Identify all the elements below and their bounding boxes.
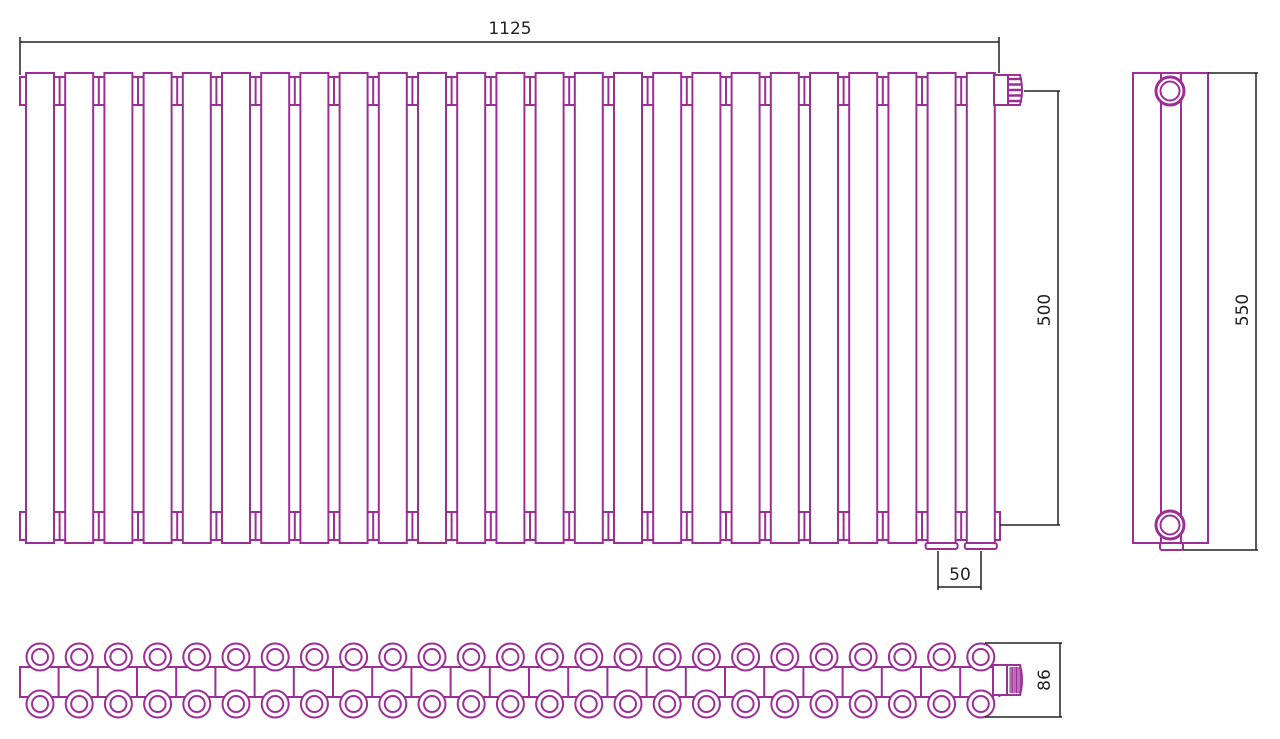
top-tube-inner — [70, 648, 89, 666]
top-tube-inner — [305, 695, 324, 713]
top-tube-inner — [697, 648, 716, 666]
valve-body — [993, 74, 1009, 106]
top-tube-inner — [462, 648, 481, 666]
width-dimension-label: 1125 — [488, 19, 531, 39]
connection-fitting — [924, 542, 959, 550]
top-tube-inner — [423, 695, 441, 713]
radiator-section — [25, 72, 55, 544]
side-fitting — [1159, 542, 1184, 551]
top-tube-inner — [187, 695, 206, 713]
top-tube-inner — [619, 648, 637, 666]
radiator-section — [926, 72, 957, 544]
top-tube-inner — [619, 695, 637, 713]
side-pipe-inner — [1159, 514, 1181, 536]
top-tube-inner — [775, 695, 794, 713]
connection-fitting — [963, 542, 998, 550]
top-tube-inner — [893, 695, 912, 713]
radiator-section — [769, 72, 800, 544]
top-tube-inner — [932, 648, 951, 666]
radiator-section — [456, 72, 487, 544]
radiator-section — [848, 72, 879, 544]
side-outline — [1132, 72, 1209, 544]
side-view — [1132, 72, 1209, 551]
top-tube-inner — [109, 695, 128, 713]
top-tube-inner — [579, 648, 598, 666]
top-tube-inner — [383, 648, 402, 666]
top-tube-inner — [815, 648, 833, 666]
top-tube-inner — [579, 695, 598, 713]
top-tube-inner — [658, 695, 677, 713]
radiator-section — [495, 72, 526, 544]
top-tube-inner — [344, 648, 363, 666]
top-tube-inner — [815, 695, 833, 713]
radiator-section — [142, 72, 173, 544]
top-tube-inner — [423, 648, 441, 666]
height-dimension-label: 550 — [1233, 294, 1253, 326]
top-tube-inner — [501, 695, 520, 713]
radiator-section — [573, 72, 604, 544]
top-tube-inner — [148, 695, 167, 713]
top-tube-inner — [266, 695, 285, 713]
radiator-section — [730, 72, 761, 544]
top-tube-inner — [70, 695, 89, 713]
top-tube-inner — [971, 695, 990, 713]
top-valve-knob — [1006, 664, 1023, 696]
radiator-section — [103, 72, 134, 544]
connection-spacing-dimension-label: 50 — [949, 565, 971, 585]
front-view — [19, 72, 1023, 550]
top-tube-inner — [31, 695, 49, 713]
top-tube-inner — [540, 695, 559, 713]
top-valve-body — [992, 664, 1008, 696]
top-tube-inner — [893, 648, 912, 666]
radiator-section — [64, 72, 95, 544]
top-tube-inner — [462, 695, 481, 713]
radiator-section — [534, 72, 565, 544]
top-tube-inner — [736, 695, 755, 713]
radiator-section — [221, 72, 251, 544]
dimension-lines — [19, 37, 1258, 718]
top-tube-inner — [854, 695, 873, 713]
top-tube-inner — [658, 648, 677, 666]
radiator-section — [613, 72, 643, 544]
radiator-section — [965, 72, 996, 544]
top-tube-inner — [344, 695, 363, 713]
radiator-section — [887, 72, 918, 544]
top-tube-inner — [227, 648, 245, 666]
top-tube-inner — [971, 648, 990, 666]
top-tube-inner — [697, 695, 716, 713]
top-tube-inner — [775, 648, 794, 666]
radiator-section — [652, 72, 683, 544]
top-tube-inner — [854, 648, 873, 666]
top-tube-inner — [932, 695, 951, 713]
radiator-section — [299, 72, 330, 544]
top-tube-inner — [148, 648, 167, 666]
radiator-section — [260, 72, 291, 544]
top-tube-inner — [109, 648, 128, 666]
top-tube-inner — [540, 648, 559, 666]
radiator-section — [691, 72, 722, 544]
radiator-section — [181, 72, 212, 544]
top-tube-inner — [736, 648, 755, 666]
side-pipe-inner — [1159, 80, 1181, 102]
top-tube-inner — [227, 695, 245, 713]
radiator-section — [338, 72, 369, 544]
top-tube-inner — [383, 695, 402, 713]
depth-dimension-label: 86 — [1035, 669, 1055, 691]
top-tube-inner — [305, 648, 324, 666]
top-tube-inner — [31, 648, 49, 666]
radiator-section — [809, 72, 839, 544]
top-tube-inner — [266, 648, 285, 666]
radiator-section — [377, 72, 408, 544]
radiator-section — [417, 72, 447, 544]
top-tube-inner — [187, 648, 206, 666]
axis-distance-dimension-label: 500 — [1035, 294, 1055, 326]
top-view — [19, 642, 1023, 719]
top-tube-inner — [501, 648, 520, 666]
